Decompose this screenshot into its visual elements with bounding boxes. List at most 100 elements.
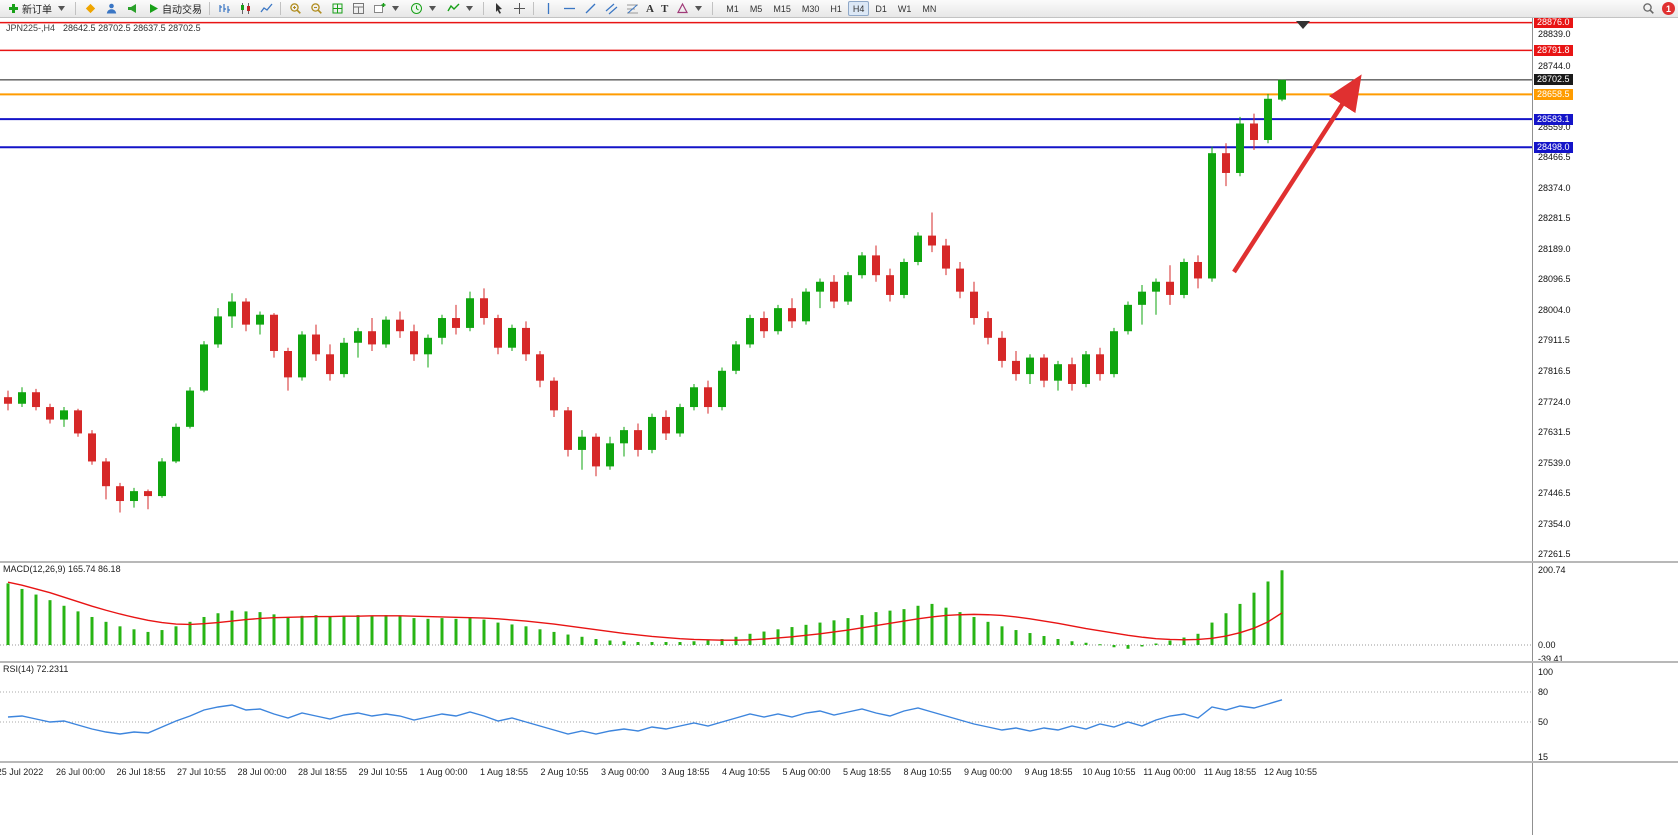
panel-splitter[interactable] <box>0 661 1678 663</box>
shapes-tool[interactable] <box>672 1 708 17</box>
timeframe-H1[interactable]: H1 <box>830 4 842 14</box>
candle <box>984 311 992 345</box>
timeframe-MN[interactable]: MN <box>922 4 937 14</box>
macd-scale-tick: 0.00 <box>1538 639 1556 650</box>
macd-histogram-bar <box>860 615 864 645</box>
candle <box>690 383 698 411</box>
crosshair-button[interactable] <box>509 1 529 17</box>
bar-chart-button[interactable] <box>214 1 234 17</box>
macd-histogram-bar <box>664 642 668 645</box>
fibonacci-tool[interactable] <box>622 1 642 17</box>
notification-badge[interactable]: 1 <box>1662 2 1675 15</box>
macd-histogram-bar <box>720 639 724 645</box>
macd-histogram-bar <box>594 639 598 645</box>
new-order-button[interactable]: 新订单 <box>3 1 71 17</box>
trendline-tool[interactable] <box>580 1 600 17</box>
rsi-indicator-chart[interactable] <box>0 662 1532 762</box>
symbol-period-label: JPN225-,H4 <box>6 23 56 33</box>
price-axis[interactable]: 28839.0 28744.0 28559.0 28466.5 28374.0 28281… <box>1532 17 1678 835</box>
macd-histogram-bar <box>1280 570 1284 645</box>
macd-histogram-bar <box>1014 630 1018 645</box>
macd-histogram-bar <box>552 631 556 645</box>
price-tick: 27354.0 <box>1538 518 1571 529</box>
timeframe-H4[interactable]: H4 <box>847 1 870 16</box>
zoom-in-button[interactable] <box>285 1 305 17</box>
line-chart-button[interactable] <box>256 1 276 17</box>
candle <box>858 252 866 279</box>
candle <box>46 403 54 424</box>
tile-windows-button[interactable] <box>348 1 368 17</box>
candle <box>536 351 544 388</box>
candle <box>116 482 124 513</box>
time-label: 26 Jul 00:00 <box>55 767 106 777</box>
macd-histogram-bar <box>608 640 612 645</box>
candle <box>900 258 908 299</box>
macd-histogram-bar <box>300 615 304 645</box>
candlestick-icon <box>238 2 252 16</box>
channel-tool[interactable] <box>601 1 621 17</box>
candle <box>368 318 376 352</box>
candle <box>1278 79 1286 102</box>
cursor-button[interactable] <box>488 1 508 17</box>
rsi-scale-tick: 80 <box>1538 686 1549 697</box>
vertical-line-tool[interactable] <box>538 1 558 17</box>
timeframe-M5[interactable]: M5 <box>749 4 763 14</box>
macd-histogram-bar <box>230 610 234 645</box>
trend-arrow[interactable] <box>1232 74 1362 274</box>
zoom-in-icon <box>288 2 302 16</box>
macd-histogram-bar <box>1084 642 1088 645</box>
macd-scale-tick: -39.41 <box>1538 653 1564 664</box>
price-tick: 27261.5 <box>1538 549 1571 560</box>
candle <box>144 489 152 510</box>
profile-button[interactable] <box>101 1 121 17</box>
timeframe-M30[interactable]: M30 <box>801 4 820 14</box>
broadcast-button[interactable] <box>122 1 142 17</box>
timeframe-M15[interactable]: M15 <box>773 4 791 14</box>
time-label: 10 Aug 10:55 <box>1082 767 1136 777</box>
panel-splitter[interactable] <box>0 561 1678 563</box>
zoom-out-icon <box>309 2 323 16</box>
candle <box>620 426 628 457</box>
price-tick: 27631.5 <box>1538 427 1571 438</box>
grid-button[interactable] <box>327 1 347 17</box>
macd-histogram-bar <box>342 615 346 645</box>
metaeditor-button[interactable] <box>80 1 100 17</box>
candle <box>88 430 96 465</box>
candle <box>1068 357 1076 391</box>
zoom-out-button[interactable] <box>306 1 326 17</box>
macd-histogram-bar <box>622 641 626 645</box>
indicators-button[interactable] <box>443 1 479 17</box>
period-button[interactable] <box>406 1 442 17</box>
rsi-scale-tick: 100 <box>1538 666 1554 677</box>
fibonacci-icon <box>625 2 639 16</box>
search-button[interactable] <box>1638 1 1658 17</box>
price-tick: 28189.0 <box>1538 243 1571 254</box>
new-chart-button[interactable] <box>369 1 405 17</box>
text-tool[interactable]: A <box>643 1 657 17</box>
candle <box>886 268 894 302</box>
candle <box>424 334 432 368</box>
candlestick-chart-button[interactable] <box>235 1 255 17</box>
macd-indicator-chart[interactable] <box>0 562 1532 662</box>
macd-histogram-bar <box>1238 603 1242 645</box>
horizontal-line-tool[interactable] <box>559 1 579 17</box>
new-chart-icon <box>372 2 386 16</box>
indicator-icon <box>446 2 460 16</box>
chart-shift-marker[interactable] <box>1296 21 1310 29</box>
macd-histogram-bar <box>76 611 80 645</box>
candle <box>256 311 264 335</box>
macd-histogram-bar <box>762 631 766 645</box>
timeframe-M1[interactable]: M1 <box>726 4 739 14</box>
panel-splitter[interactable] <box>0 761 1678 763</box>
autotrading-button[interactable]: 自动交易 <box>143 1 205 17</box>
timeframe-D1[interactable]: D1 <box>875 4 887 14</box>
main-price-chart[interactable] <box>0 18 1532 562</box>
macd-histogram-bar <box>1028 633 1032 645</box>
time-label: 8 Aug 10:55 <box>903 767 952 777</box>
text-t-icon: T <box>660 2 669 15</box>
time-axis[interactable]: 25 Jul 2022 26 Jul 00:00 26 Jul 18:55 27 Ju… <box>0 762 1532 782</box>
label-tool[interactable]: T <box>658 1 671 17</box>
toolbar: 新订单 自动交易 <box>0 0 1678 18</box>
timeframe-W1[interactable]: W1 <box>897 4 912 14</box>
candle <box>1082 351 1090 388</box>
